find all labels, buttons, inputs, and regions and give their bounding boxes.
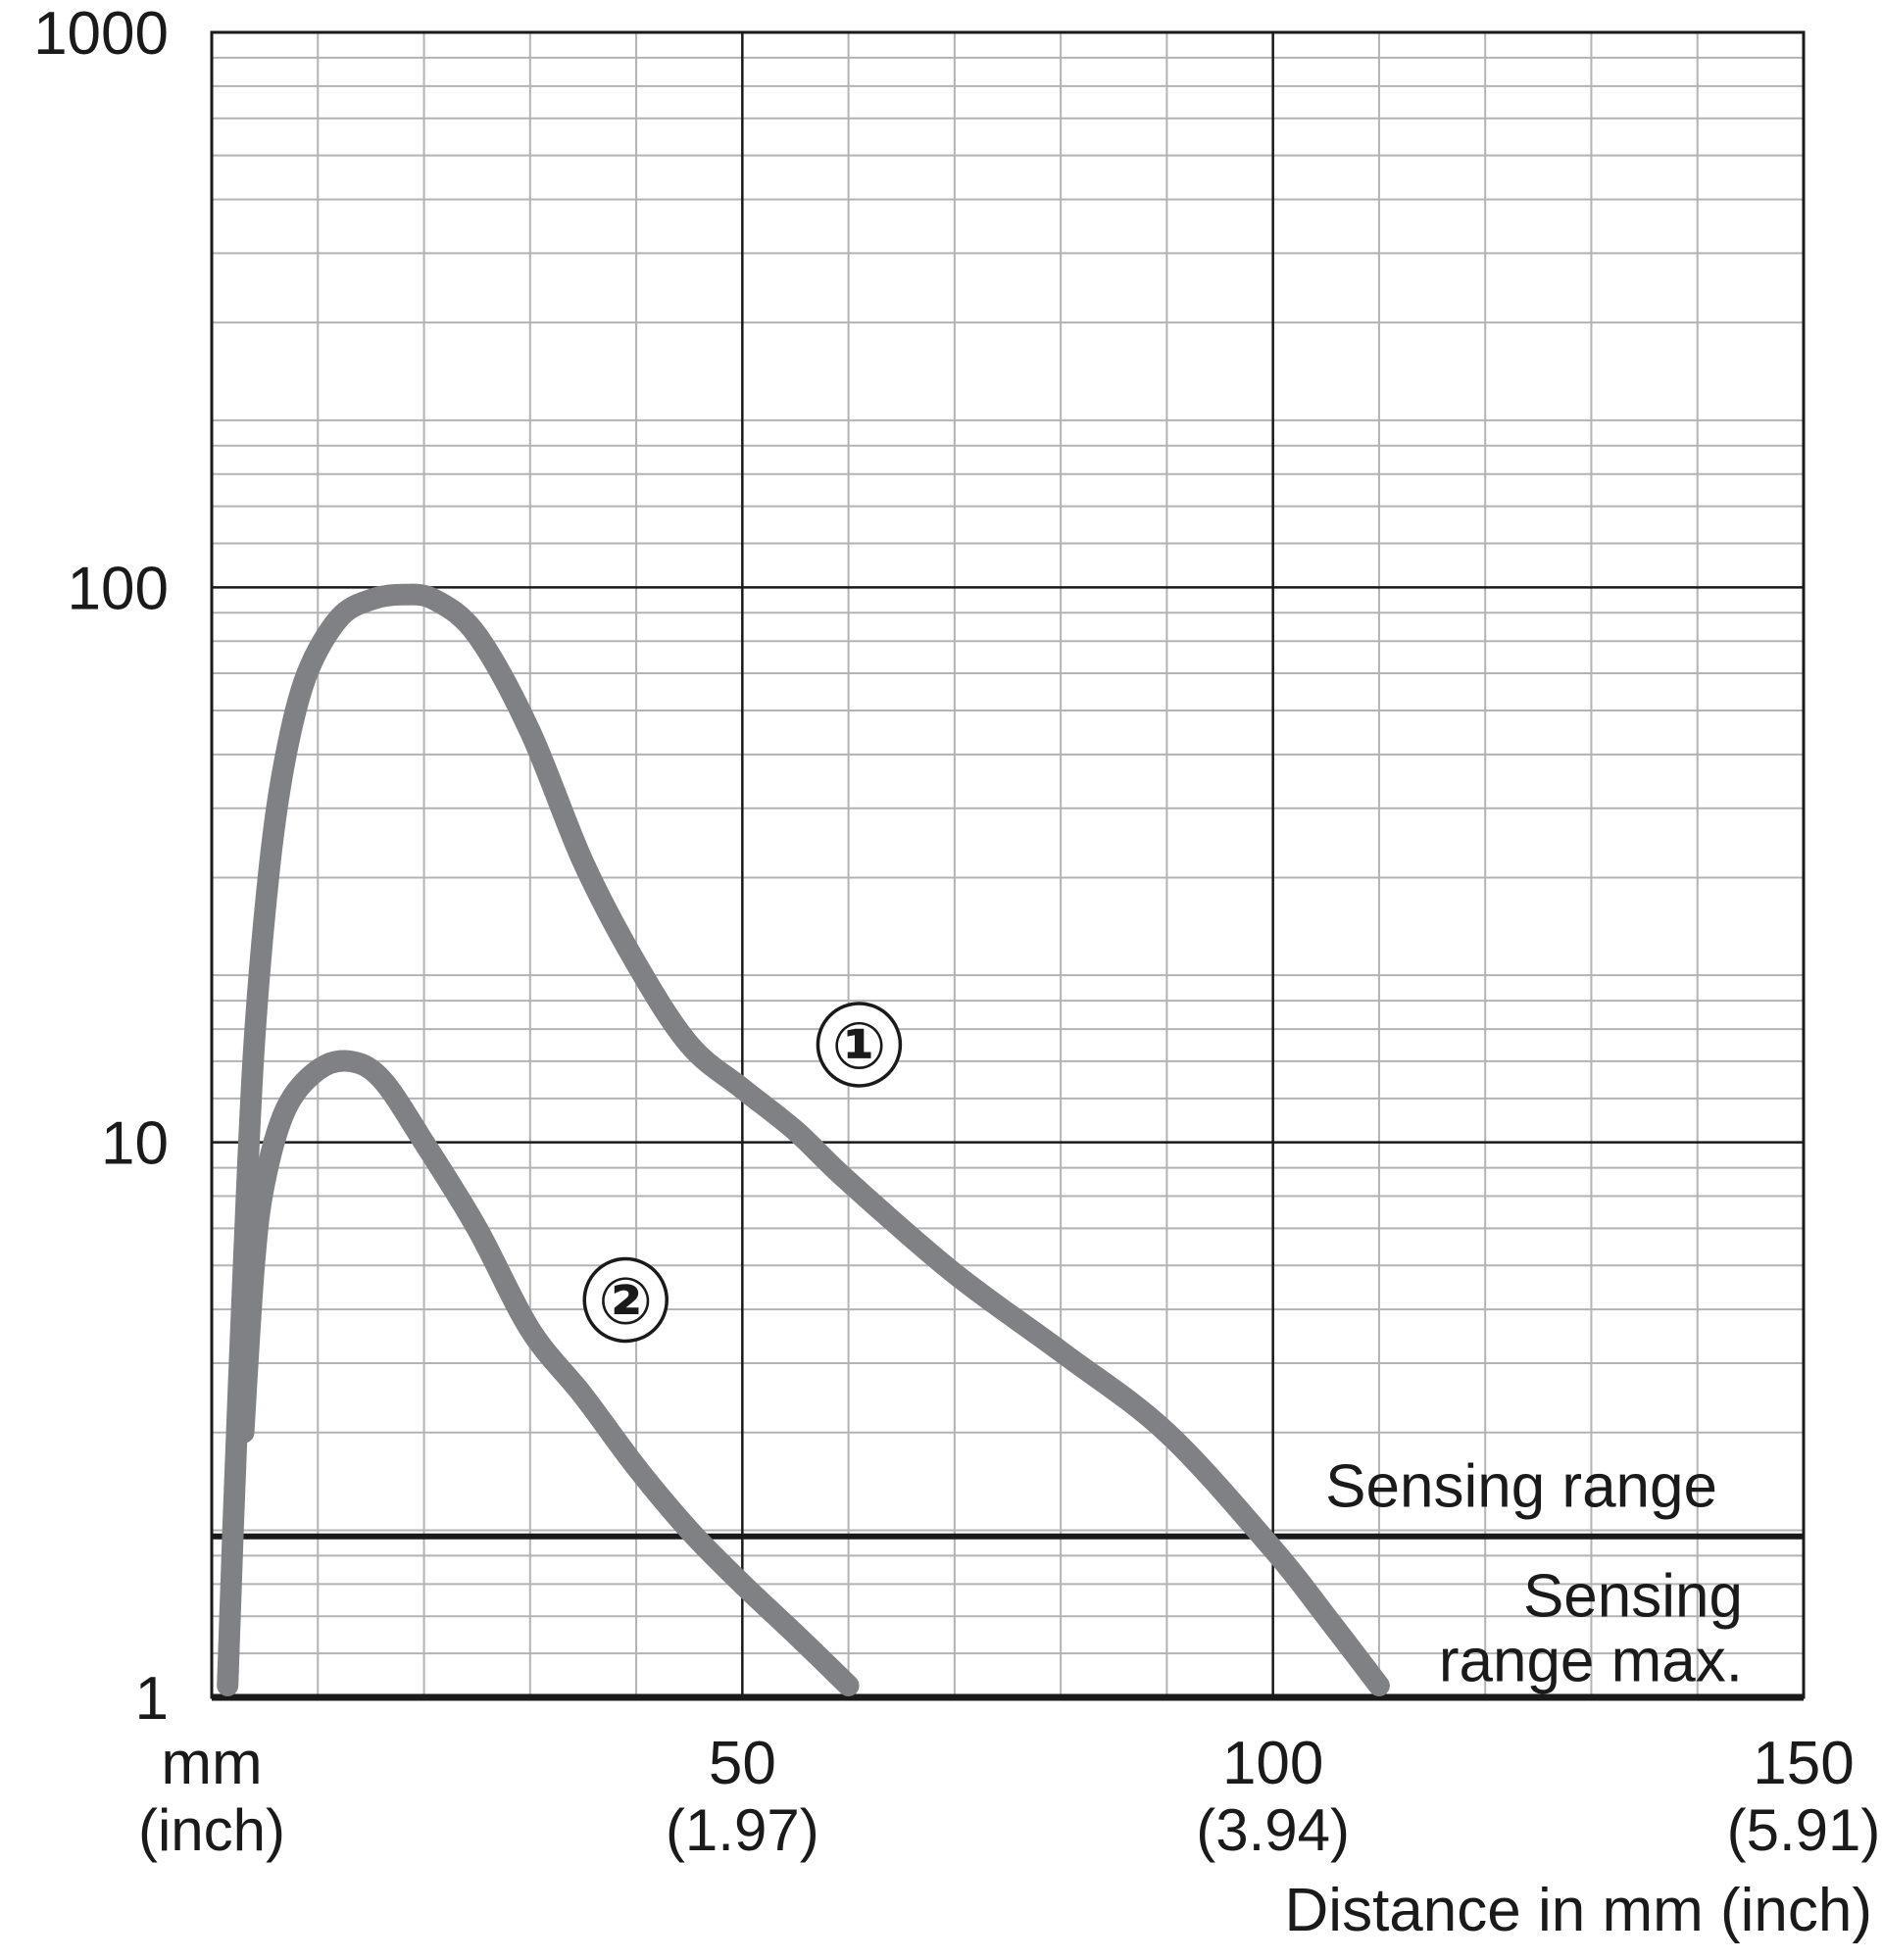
y-tick-label: 100 [68,555,169,622]
x-tick-sublabel: (inch) [138,1797,285,1863]
y-tick-label: 10 [101,1110,169,1178]
x-tick-sublabel: (1.97) [666,1797,819,1863]
series-line-2 [232,1050,860,1696]
x-tick-label: 100 [1222,1730,1323,1797]
x-tick-label: 50 [709,1730,776,1797]
x-tick-sublabel: (3.94) [1196,1797,1350,1863]
x-axis-label: Distance in mm (inch) [1285,1877,1872,1944]
axes [210,30,1806,1701]
series-marker-circle-2 [582,1256,669,1344]
x-tick-sublabel: (5.91) [1727,1797,1881,1863]
sensing-range-max-label: range max. [1439,1628,1743,1695]
x-tick-label: mm [161,1730,262,1797]
grid [212,32,1804,1697]
plot-frame [210,30,1806,1699]
curves [217,583,1390,1696]
x-tick-label: 150 [1753,1730,1854,1797]
series-marker-circle-1 [816,1002,903,1088]
series-line-1 [217,583,1390,1696]
series-label-2: ② [598,1265,653,1338]
series-label-1: ① [831,1009,886,1082]
sensing-range-max-label: Sensing [1523,1563,1743,1631]
y-tick-label: 1 [135,1665,169,1733]
y-tick-label: 1000 [33,0,169,68]
sensing-range-label: Sensing range [1325,1453,1717,1521]
